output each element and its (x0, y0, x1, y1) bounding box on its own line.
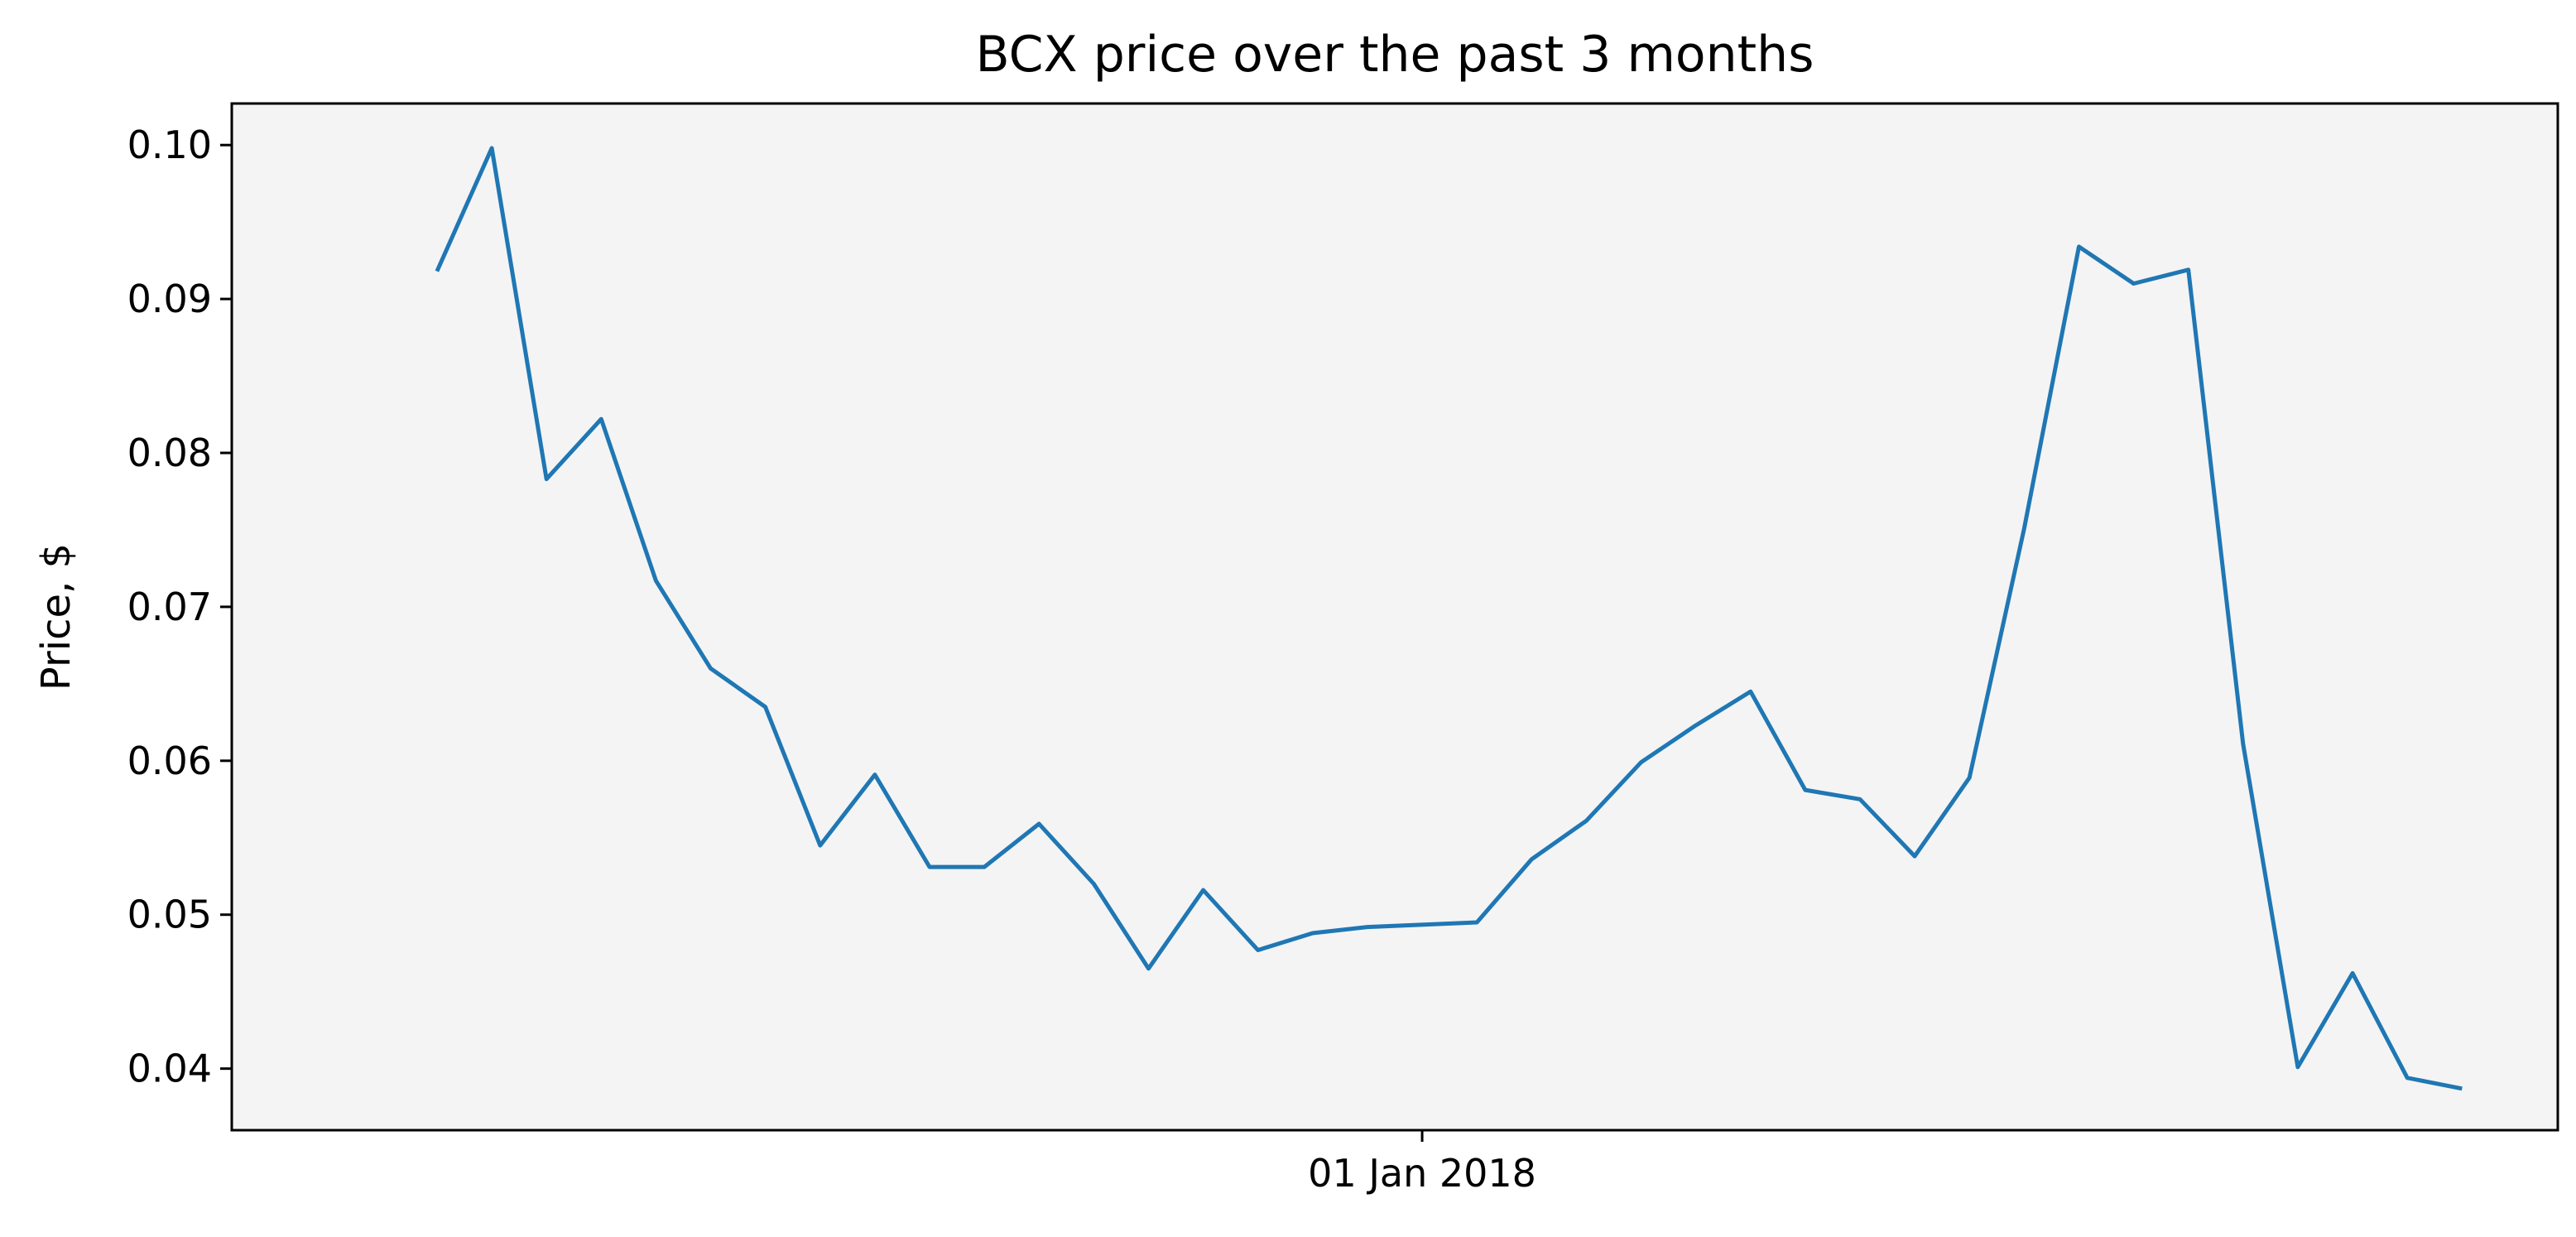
y-tick-label: 0.08 (127, 431, 212, 475)
y-tick-label: 0.09 (127, 277, 212, 321)
x-tick-label: 01 Jan 2018 (1308, 1151, 1536, 1196)
series-line (435, 146, 2463, 1091)
y-tick-label: 0.07 (127, 585, 212, 629)
y-axis-label: Price, $ (33, 543, 79, 691)
plot-area (232, 103, 2558, 1130)
y-tick-label: 0.10 (127, 123, 212, 167)
series-layer (435, 146, 2463, 1091)
y-axis: 0.04 0.05 0.06 0.07 0.08 0.09 0.10 (127, 123, 232, 1091)
y-tick-label: 0.06 (127, 739, 212, 783)
x-axis: 01 Jan 2018 (1308, 1130, 1536, 1196)
y-tick-label: 0.05 (127, 893, 212, 937)
plot-frame (230, 102, 2559, 1132)
y-tick-label: 0.04 (127, 1047, 212, 1091)
chart-title: BCX price over the past 3 months (976, 26, 1814, 84)
